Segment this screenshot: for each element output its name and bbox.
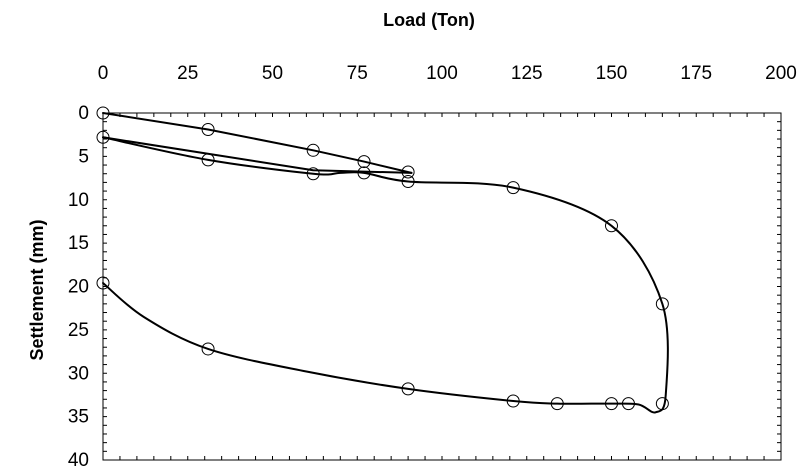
data-point	[357, 166, 371, 180]
x-tick-label: 0	[98, 63, 109, 84]
x-tick-label: 125	[511, 63, 543, 84]
axis-minor-ticks	[102, 112, 782, 461]
y-tick-label: 20	[68, 277, 89, 298]
y-tick-label: 15	[68, 233, 89, 254]
y-tick-labels: 0 5 10 15 20 25 30 35 40	[68, 103, 89, 471]
x-tick-label: 175	[680, 63, 712, 84]
data-point	[401, 175, 415, 189]
y-tick-label: 40	[68, 450, 89, 471]
x-tick-label: 100	[426, 63, 458, 84]
y-tick-label: 0	[78, 103, 89, 124]
data-point	[96, 106, 110, 120]
load-settlement-curve-1	[102, 112, 413, 174]
y-axis-title: Settlement (mm)	[27, 219, 47, 360]
data-point	[401, 382, 415, 396]
series-curves	[102, 112, 669, 414]
x-tick-label: 150	[596, 63, 628, 84]
y-tick-label: 30	[68, 363, 89, 384]
data-point	[96, 130, 110, 144]
x-tick-label: 25	[177, 63, 198, 84]
y-tick-label: 25	[68, 320, 89, 341]
data-point	[605, 397, 618, 411]
data-point	[621, 397, 635, 411]
data-point	[201, 342, 215, 356]
x-tick-label: 75	[347, 63, 368, 84]
x-tick-labels: 0 25 50 75 100 125 150 175 200	[98, 63, 797, 84]
y-tick-label: 35	[68, 407, 89, 428]
data-point	[550, 397, 564, 411]
y-tick-label: 5	[78, 146, 89, 167]
data-point	[201, 122, 215, 136]
data-point	[506, 181, 520, 195]
data-point	[306, 143, 320, 157]
data-point	[96, 276, 110, 290]
load-settlement-curve-3	[102, 136, 669, 414]
data-point	[655, 297, 669, 311]
x-axis-title: Load (Ton)	[383, 10, 475, 30]
data-point	[306, 167, 320, 181]
series-points	[96, 106, 669, 411]
load-settlement-curve-2	[102, 136, 413, 174]
y-tick-label: 10	[68, 190, 89, 211]
data-point	[401, 165, 415, 179]
x-tick-label: 200	[765, 63, 797, 84]
x-tick-label: 50	[262, 63, 283, 84]
data-point	[201, 153, 215, 167]
data-point	[357, 155, 371, 169]
data-point	[506, 394, 520, 408]
data-point	[605, 219, 618, 233]
data-point	[655, 397, 669, 411]
